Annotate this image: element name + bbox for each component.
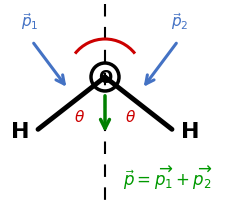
Text: H: H xyxy=(11,122,29,142)
Text: $\theta$: $\theta$ xyxy=(125,108,136,124)
Text: $\vec{p}_1$: $\vec{p}_1$ xyxy=(21,11,39,32)
Text: $\theta$: $\theta$ xyxy=(74,108,85,124)
Text: $\vec{p}_2$: $\vec{p}_2$ xyxy=(171,11,189,32)
Text: H: H xyxy=(181,122,199,142)
Text: $\vec{p} = \overrightarrow{p_1} + \overrightarrow{p_2}$: $\vec{p} = \overrightarrow{p_1} + \overr… xyxy=(123,163,213,191)
Text: O: O xyxy=(98,69,112,87)
